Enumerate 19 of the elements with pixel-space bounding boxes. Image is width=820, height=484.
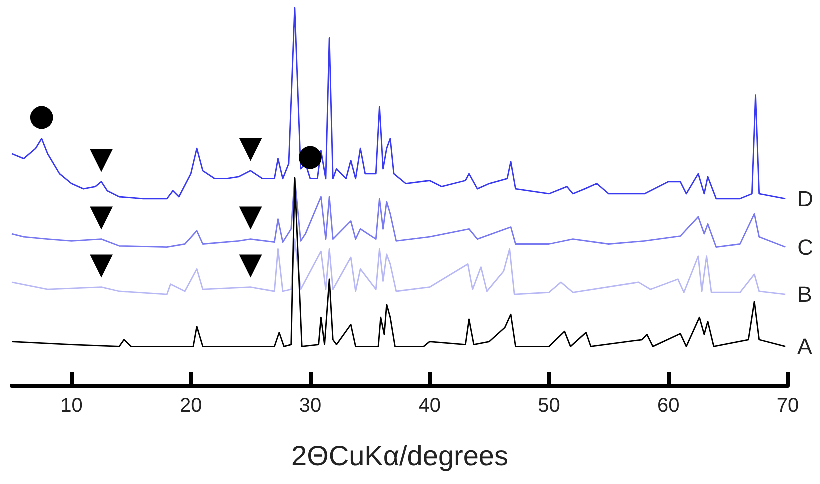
x-tick-label: 30 xyxy=(299,395,322,417)
annotation: ▼ xyxy=(239,198,262,234)
x-tick-label: 50 xyxy=(538,395,560,417)
series-label: B xyxy=(798,282,812,308)
annotation: ● xyxy=(28,98,55,134)
x-tick-label: 10 xyxy=(60,395,83,417)
annotation: ▼ xyxy=(90,198,114,234)
annotation: ▼ xyxy=(239,246,262,282)
series-label: A xyxy=(798,334,813,360)
x-tick-label: 20 xyxy=(180,395,202,417)
x-tick-label: 70 xyxy=(776,395,800,417)
annotation: ▼ xyxy=(90,246,114,282)
series-label: C xyxy=(798,234,814,260)
x-tick-label: 60 xyxy=(657,395,680,417)
x-axis-title: 2ΘCuKα/degrees xyxy=(292,440,508,472)
annotation: ▼ xyxy=(239,130,262,166)
series-label: D xyxy=(798,186,814,212)
x-tick-label: 40 xyxy=(418,395,441,417)
annotation: ▼ xyxy=(90,141,114,176)
